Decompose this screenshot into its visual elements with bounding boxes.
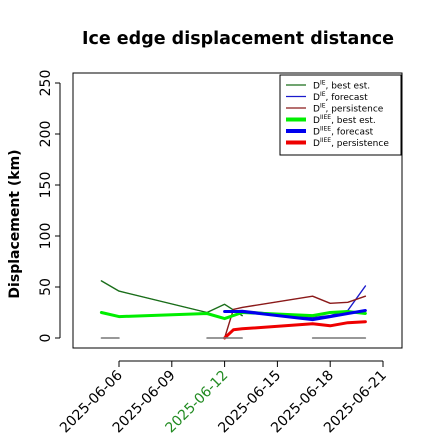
plot-frame xyxy=(72,72,403,349)
series-layer xyxy=(99,280,367,340)
legend-label: DIIEE, best est. xyxy=(313,114,376,126)
legend-label: DIIEE, persistence xyxy=(313,137,389,149)
chart-title: Ice edge displacement distance xyxy=(82,29,394,49)
series-line xyxy=(118,290,208,313)
y-tick-label: 250 xyxy=(38,70,54,97)
legend-label: DIE, persistence xyxy=(313,103,384,115)
y-tick-label: 100 xyxy=(38,223,54,250)
series-line xyxy=(223,309,367,322)
x-axis: 2025-06-062025-06-092025-06-122025-06-15… xyxy=(57,360,390,436)
y-axis-label: Displacement (km) xyxy=(7,149,23,298)
y-tick-label: 150 xyxy=(38,172,54,199)
legend-label: DIE, best est. xyxy=(313,80,370,92)
y-tick-label: 0 xyxy=(38,334,54,343)
y-tick-label: 50 xyxy=(38,278,54,296)
series-line xyxy=(223,320,367,340)
legend-label: DIIEE, forecast xyxy=(313,126,374,138)
series-line xyxy=(241,295,313,308)
legend-label: DIE, forecast xyxy=(313,91,368,103)
series-line xyxy=(100,280,243,317)
y-tick-label: 200 xyxy=(38,121,54,148)
y-axis: 0 50 100 150 200 250 xyxy=(38,70,61,343)
